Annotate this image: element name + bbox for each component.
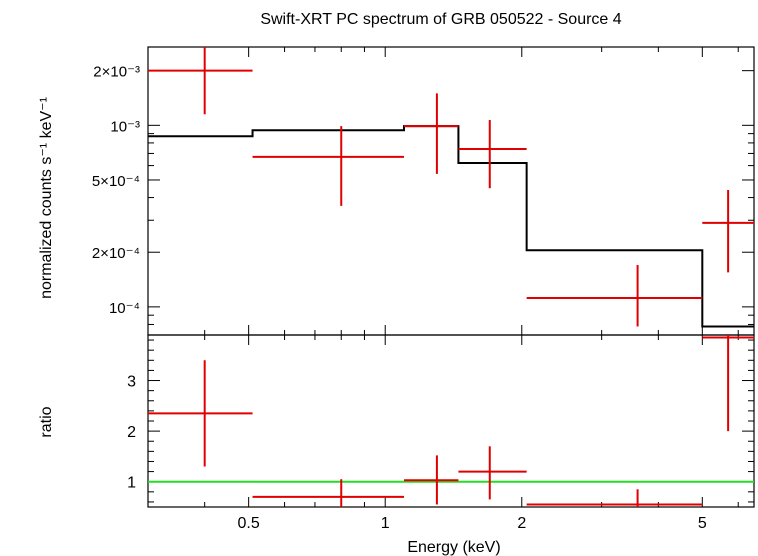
x-axis-label: Energy (keV) [407, 539, 500, 556]
x-tick-label: 2 [517, 515, 526, 532]
x-tick-label: 5 [698, 515, 707, 532]
chart-title: Swift-XRT PC spectrum of GRB 050522 - So… [260, 11, 621, 28]
ratio-data-point [403, 455, 459, 505]
ratio-y-tick-label: 3 [127, 374, 136, 391]
spectrum-data-layer [148, 47, 754, 328]
spectrum-y-axis-label: normalized counts s⁻¹ keV⁻¹ [38, 97, 55, 299]
spectrum-plot-frame [147, 46, 755, 336]
spectrum-data-point [252, 126, 404, 206]
ratio-data-layer [148, 335, 754, 507]
spectrum-data-point [148, 47, 253, 115]
x-tick-label: 1 [381, 515, 390, 532]
ratio-y-axis-label: ratio [38, 406, 55, 437]
ratio-panel: 0.5 1 2 5 1 2 3 [127, 334, 755, 532]
spectrum-panel: 10⁻⁴ 2×10⁻⁴ 5×10⁻⁴ 10⁻³ 2×10⁻³ [92, 46, 755, 336]
ratio-y-tick-label: 2 [127, 424, 136, 441]
ratio-data-point [702, 335, 754, 432]
spectrum-data-point [526, 265, 703, 327]
ratio-data-point [252, 479, 404, 507]
ratio-data-point [526, 489, 703, 507]
model-step-line [148, 125, 754, 328]
ratio-data-point [458, 446, 527, 500]
x-tick-label: 0.5 [238, 515, 260, 532]
spectrum-y-tick-label: 10⁻⁴ [109, 300, 140, 317]
spectrum-y-tick-label: 10⁻³ [110, 118, 140, 135]
spectrum-y-tick-label: 5×10⁻⁴ [92, 173, 140, 190]
spectrum-y-tick-label: 2×10⁻³ [93, 64, 140, 81]
ratio-y-tick-label: 1 [127, 475, 136, 492]
spectrum-data-point [458, 119, 527, 189]
spectrum-y-tick-label: 2×10⁻⁴ [92, 245, 140, 262]
ratio-data-point [148, 360, 253, 467]
spectrum-data-point [702, 190, 754, 273]
spectrum-data-point [403, 93, 459, 174]
